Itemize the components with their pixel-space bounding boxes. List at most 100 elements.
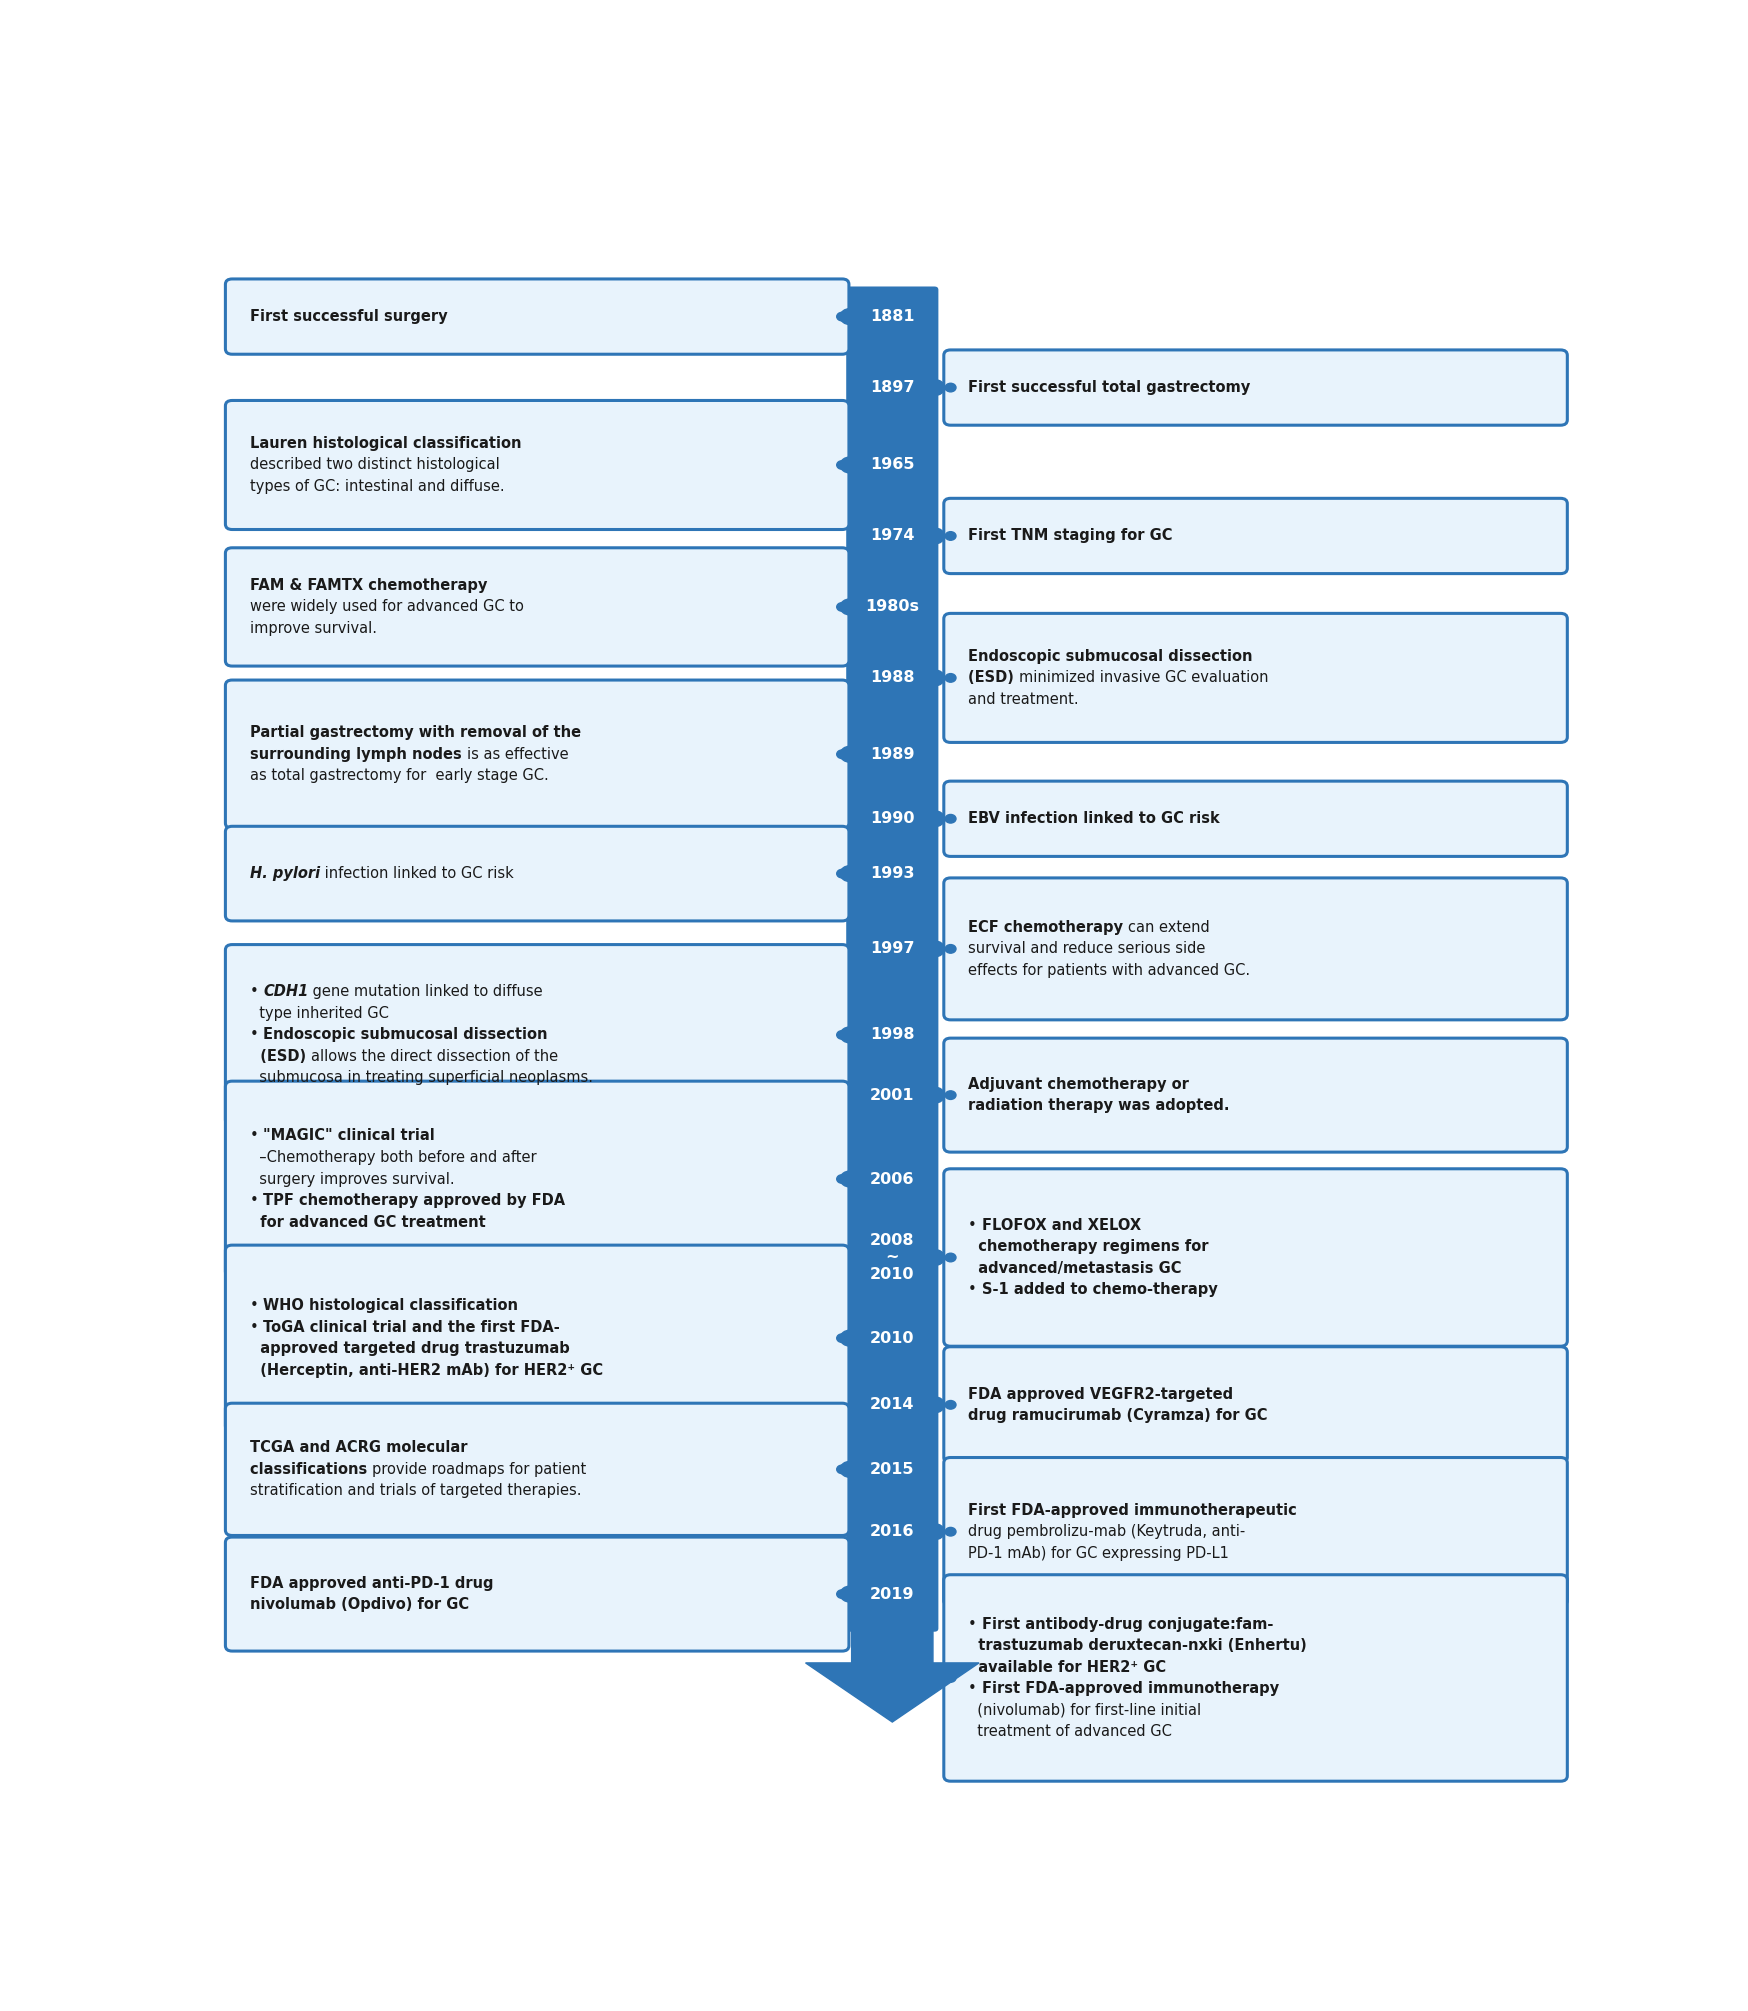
Text: 2010: 2010 — [869, 1331, 914, 1345]
Circle shape — [923, 380, 944, 396]
Text: 2001: 2001 — [869, 1088, 914, 1102]
Circle shape — [944, 1090, 956, 1100]
Text: First antibody-drug conjugate:fam-: First antibody-drug conjugate:fam- — [981, 1617, 1273, 1631]
Text: and treatment.: and treatment. — [968, 692, 1079, 708]
Text: PD-1 mAb) for GC expressing PD-L1: PD-1 mAb) for GC expressing PD-L1 — [968, 1546, 1229, 1561]
FancyBboxPatch shape — [944, 1038, 1566, 1152]
Circle shape — [839, 865, 860, 881]
FancyBboxPatch shape — [944, 1458, 1566, 1607]
Text: •: • — [250, 1028, 262, 1042]
Text: 1993: 1993 — [869, 867, 914, 881]
Text: Endoscopic submucosal dissection: Endoscopic submucosal dissection — [262, 1028, 547, 1042]
FancyBboxPatch shape — [944, 350, 1566, 424]
Text: S-1 added to chemo-therapy: S-1 added to chemo-therapy — [981, 1283, 1217, 1297]
Text: 1897: 1897 — [869, 380, 914, 394]
Circle shape — [923, 941, 944, 957]
Text: •: • — [250, 1299, 262, 1313]
Text: types of GC: intestinal and diffuse.: types of GC: intestinal and diffuse. — [250, 479, 503, 495]
Circle shape — [839, 746, 860, 762]
Text: allows the direct dissection of the: allows the direct dissection of the — [311, 1050, 558, 1064]
Text: (ESD): (ESD) — [968, 670, 1019, 686]
Circle shape — [839, 1587, 860, 1603]
Text: 2006: 2006 — [869, 1172, 914, 1186]
Circle shape — [839, 456, 860, 473]
FancyBboxPatch shape — [225, 945, 848, 1126]
FancyBboxPatch shape — [944, 780, 1566, 857]
Circle shape — [944, 1253, 956, 1261]
Text: approved targeted drug trastuzumab: approved targeted drug trastuzumab — [250, 1341, 570, 1355]
Text: type inherited GC: type inherited GC — [250, 1006, 388, 1022]
Circle shape — [839, 599, 860, 615]
Text: •: • — [250, 1319, 262, 1335]
Text: Endoscopic submucosal dissection: Endoscopic submucosal dissection — [968, 650, 1252, 664]
Text: •: • — [968, 1219, 981, 1233]
Circle shape — [944, 1400, 956, 1410]
Text: 1881: 1881 — [869, 310, 914, 324]
FancyBboxPatch shape — [944, 879, 1566, 1020]
Text: WHO histological classification: WHO histological classification — [262, 1299, 517, 1313]
Circle shape — [836, 1591, 848, 1599]
Text: provide roadmaps for patient: provide roadmaps for patient — [372, 1462, 586, 1476]
Text: (nivolumab) for first-line initial: (nivolumab) for first-line initial — [968, 1703, 1201, 1717]
Text: 2008
~
2010: 2008 ~ 2010 — [869, 1233, 914, 1281]
Text: 1989: 1989 — [869, 746, 914, 762]
Text: effects for patients with advanced GC.: effects for patients with advanced GC. — [968, 963, 1250, 977]
FancyBboxPatch shape — [944, 1347, 1566, 1462]
Circle shape — [923, 1088, 944, 1104]
Text: •: • — [250, 985, 262, 999]
Text: drug pembrolizu-mab (Keytruda, anti-: drug pembrolizu-mab (Keytruda, anti- — [968, 1524, 1245, 1538]
Text: First successful surgery: First successful surgery — [250, 310, 447, 324]
Text: •: • — [250, 1193, 262, 1209]
Text: available for HER2⁺ GC: available for HER2⁺ GC — [968, 1659, 1166, 1675]
Text: FAM & FAMTX chemotherapy: FAM & FAMTX chemotherapy — [250, 577, 488, 593]
FancyBboxPatch shape — [225, 1404, 848, 1536]
Circle shape — [836, 750, 848, 758]
Circle shape — [944, 945, 956, 953]
Circle shape — [836, 312, 848, 322]
Circle shape — [923, 529, 944, 545]
Text: 2019: 2019 — [869, 1587, 914, 1601]
Text: were widely used for advanced GC to: were widely used for advanced GC to — [250, 599, 523, 615]
Circle shape — [923, 1398, 944, 1414]
Text: CDH1: CDH1 — [262, 985, 308, 999]
Text: gene mutation linked to diffuse: gene mutation linked to diffuse — [308, 985, 542, 999]
Circle shape — [839, 1329, 860, 1345]
Text: ECF chemotherapy: ECF chemotherapy — [968, 919, 1127, 935]
Text: FDA approved anti-PD-1 drug: FDA approved anti-PD-1 drug — [250, 1577, 493, 1591]
Text: EBV infection linked to GC risk: EBV infection linked to GC risk — [968, 810, 1220, 827]
FancyBboxPatch shape — [225, 1536, 848, 1651]
FancyBboxPatch shape — [225, 280, 848, 354]
FancyBboxPatch shape — [225, 1082, 848, 1277]
Circle shape — [839, 308, 860, 324]
Text: 1990: 1990 — [869, 810, 914, 827]
Text: surrounding lymph nodes: surrounding lymph nodes — [250, 746, 467, 762]
Text: survival and reduce serious side: survival and reduce serious side — [968, 941, 1204, 957]
Circle shape — [839, 1170, 860, 1186]
Circle shape — [839, 1462, 860, 1478]
Text: minimized invasive GC evaluation: minimized invasive GC evaluation — [1019, 670, 1267, 686]
Text: •: • — [968, 1617, 981, 1631]
Text: First FDA-approved immunotherapeutic: First FDA-approved immunotherapeutic — [968, 1502, 1297, 1518]
Text: •: • — [250, 1128, 262, 1144]
Text: can extend: can extend — [1127, 919, 1210, 935]
Circle shape — [923, 1249, 944, 1265]
Text: First successful total gastrectomy: First successful total gastrectomy — [968, 380, 1250, 394]
Circle shape — [923, 810, 944, 827]
Circle shape — [944, 814, 956, 822]
Text: nivolumab (Opdivo) for GC: nivolumab (Opdivo) for GC — [250, 1597, 468, 1613]
Text: First FDA-approved immunotherapy: First FDA-approved immunotherapy — [981, 1681, 1278, 1695]
Text: trastuzumab deruxtecan-nxki (Enhertu): trastuzumab deruxtecan-nxki (Enhertu) — [968, 1639, 1306, 1653]
Text: as total gastrectomy for  early stage GC.: as total gastrectomy for early stage GC. — [250, 768, 549, 782]
Text: for advanced GC treatment: for advanced GC treatment — [250, 1215, 486, 1229]
Text: classifications: classifications — [250, 1462, 372, 1476]
Text: H. pylori: H. pylori — [250, 867, 320, 881]
FancyBboxPatch shape — [944, 613, 1566, 742]
Text: 2021: 2021 — [869, 1671, 914, 1685]
Text: ToGA clinical trial and the first FDA-: ToGA clinical trial and the first FDA- — [262, 1319, 559, 1335]
Text: described two distinct histological: described two distinct histological — [250, 456, 500, 473]
Circle shape — [839, 1028, 860, 1044]
Text: TCGA and ACRG molecular: TCGA and ACRG molecular — [250, 1440, 467, 1456]
Text: TPF chemotherapy approved by FDA: TPF chemotherapy approved by FDA — [262, 1193, 565, 1209]
Text: surgery improves survival.: surgery improves survival. — [250, 1172, 454, 1186]
Circle shape — [836, 1030, 848, 1040]
